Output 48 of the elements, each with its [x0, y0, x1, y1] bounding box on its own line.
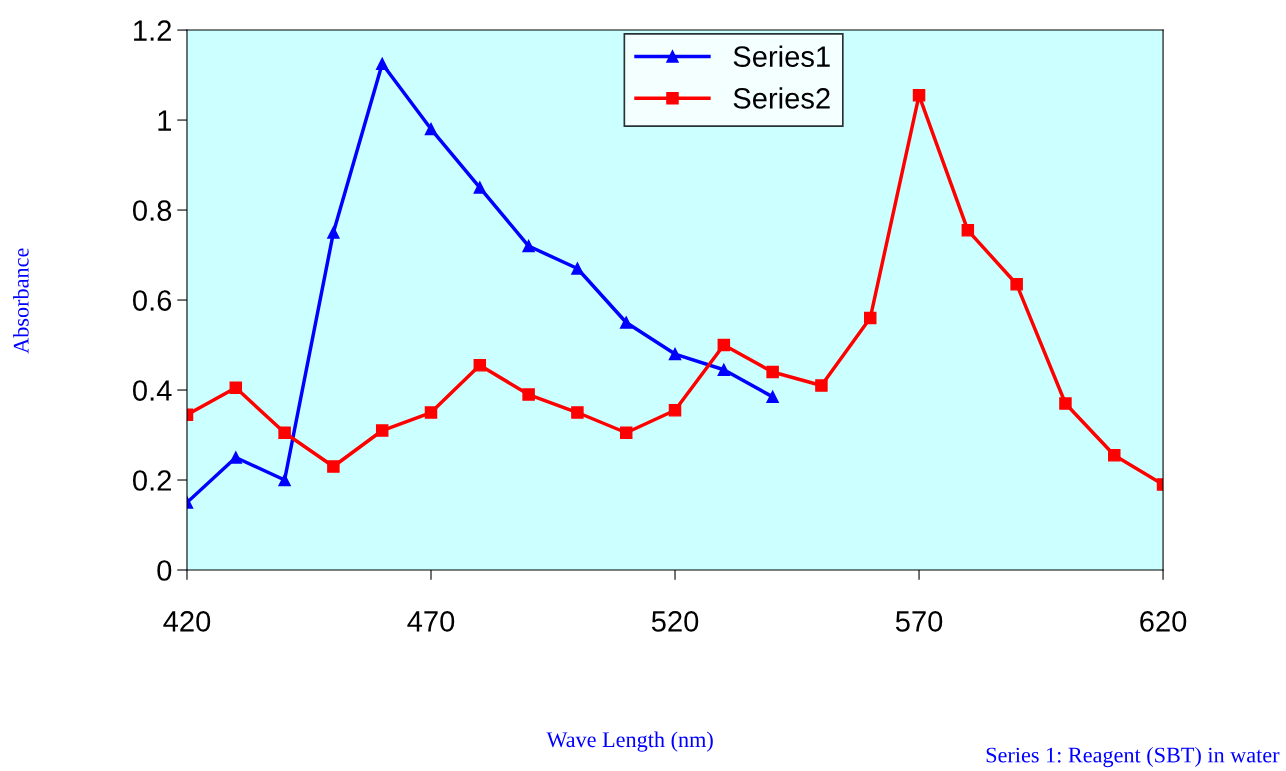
point: [961, 224, 975, 237]
point: [717, 338, 731, 352]
legend-label: Series1: [733, 45, 830, 67]
point: [327, 226, 340, 239]
point: [619, 316, 633, 329]
y-tick-label: 1: [158, 110, 171, 131]
y-axis-title: Absorbance: [13, 248, 29, 354]
point: [424, 122, 438, 136]
point: [229, 381, 243, 395]
x-axis-title: Wave Length (nm): [546, 731, 713, 752]
point: [375, 424, 389, 437]
point: [619, 426, 633, 440]
point: [473, 359, 487, 372]
y-tick-label: 1.2: [134, 20, 171, 41]
point: [863, 311, 877, 325]
point: [668, 404, 682, 417]
point: [424, 406, 438, 419]
y-tick-label: 0.6: [133, 290, 172, 311]
point: [522, 388, 535, 401]
x-tick-label: 570: [895, 611, 943, 632]
y-tick-label: 0.8: [133, 200, 172, 221]
point: [1108, 449, 1121, 462]
point: [912, 89, 926, 102]
x-tick-label: 620: [1140, 611, 1187, 632]
point: [571, 262, 584, 275]
point: [278, 473, 291, 487]
point: [375, 57, 389, 71]
point: [327, 460, 340, 473]
point: [766, 365, 779, 379]
point: [522, 239, 535, 253]
point: [229, 451, 243, 464]
x-tick-label: 520: [651, 611, 699, 632]
point: [815, 379, 828, 392]
point: [766, 390, 779, 404]
point: [1059, 397, 1072, 410]
legend-label: Series2: [733, 87, 830, 109]
text: Series 1: Reagent (SBT) in water: [986, 746, 1280, 768]
y-tick-label: 0: [157, 560, 172, 581]
point: [473, 181, 487, 194]
point: [571, 406, 584, 419]
x-tick-label: 470: [407, 611, 455, 632]
x-tick-label: 420: [163, 611, 211, 632]
y-tick-label: 0.4: [133, 380, 172, 401]
point: [668, 347, 682, 361]
point: [278, 426, 291, 440]
point: [1010, 278, 1023, 291]
y-tick-label: 0.2: [133, 470, 171, 491]
point: [717, 363, 731, 377]
